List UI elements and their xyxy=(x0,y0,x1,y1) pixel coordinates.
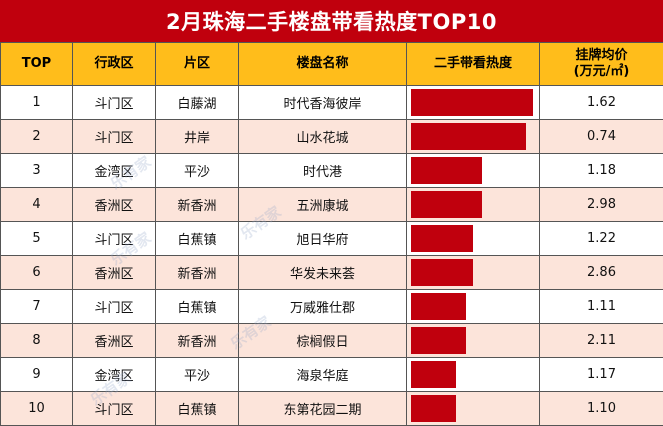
cell-rank: 1 xyxy=(1,86,73,120)
header-area: 片区 xyxy=(156,43,239,86)
cell-rank: 5 xyxy=(1,222,73,256)
cell-rank: 4 xyxy=(1,188,73,222)
cell-rank: 8 xyxy=(1,324,73,358)
cell-district: 金湾区 xyxy=(73,154,156,188)
cell-heat xyxy=(407,358,540,392)
cell-area: 新香洲 xyxy=(156,324,239,358)
header-price-line1: 挂牌均价 xyxy=(575,48,627,63)
header-price: 挂牌均价 (万元/㎡) xyxy=(540,43,663,86)
heat-bar xyxy=(411,191,482,218)
cell-price: 1.18 xyxy=(540,154,663,188)
header-heat: 二手带看热度 xyxy=(407,43,540,86)
heat-bar xyxy=(411,225,473,252)
cell-heat xyxy=(407,188,540,222)
cell-area: 平沙 xyxy=(156,154,239,188)
cell-price: 2.98 xyxy=(540,188,663,222)
heat-bar xyxy=(411,293,466,320)
cell-name: 旭日华府 xyxy=(239,222,407,256)
cell-heat xyxy=(407,324,540,358)
cell-area: 白蕉镇 xyxy=(156,392,239,426)
cell-district: 斗门区 xyxy=(73,86,156,120)
cell-heat xyxy=(407,154,540,188)
cell-rank: 6 xyxy=(1,256,73,290)
cell-area: 平沙 xyxy=(156,358,239,392)
cell-rank: 9 xyxy=(1,358,73,392)
header-top: TOP xyxy=(1,43,73,86)
cell-rank: 7 xyxy=(1,290,73,324)
cell-district: 斗门区 xyxy=(73,222,156,256)
cell-area: 新香洲 xyxy=(156,256,239,290)
cell-heat xyxy=(407,392,540,426)
cell-district: 金湾区 xyxy=(73,358,156,392)
heat-bar xyxy=(411,327,466,354)
heat-bar xyxy=(411,123,526,150)
cell-name: 万威雅仕郡 xyxy=(239,290,407,324)
cell-heat xyxy=(407,256,540,290)
heat-bar xyxy=(411,259,473,286)
header-district: 行政区 xyxy=(73,43,156,86)
cell-district: 斗门区 xyxy=(73,392,156,426)
cell-district: 香洲区 xyxy=(73,256,156,290)
cell-district: 斗门区 xyxy=(73,120,156,154)
cell-price: 1.11 xyxy=(540,290,663,324)
heat-bar xyxy=(411,157,482,184)
cell-name: 华发未来荟 xyxy=(239,256,407,290)
cell-rank: 3 xyxy=(1,154,73,188)
header-price-line2: (万元/㎡) xyxy=(574,64,630,79)
heat-bar xyxy=(411,89,533,116)
cell-price: 1.17 xyxy=(540,358,663,392)
heat-bar xyxy=(411,361,456,388)
cell-district: 斗门区 xyxy=(73,290,156,324)
heat-bar xyxy=(411,395,456,422)
cell-rank: 10 xyxy=(1,392,73,426)
cell-price: 1.10 xyxy=(540,392,663,426)
cell-price: 2.11 xyxy=(540,324,663,358)
header-row: TOP 行政区 片区 楼盘名称 二手带看热度 挂牌均价 (万元/㎡) xyxy=(1,43,663,86)
cell-name: 时代港 xyxy=(239,154,407,188)
cell-name: 棕榈假日 xyxy=(239,324,407,358)
cell-name: 山水花城 xyxy=(239,120,407,154)
header-name: 楼盘名称 xyxy=(239,43,407,86)
cell-area: 井岸 xyxy=(156,120,239,154)
cell-price: 1.62 xyxy=(540,86,663,120)
cell-name: 五洲康城 xyxy=(239,188,407,222)
cell-name: 海泉华庭 xyxy=(239,358,407,392)
cell-area: 白藤湖 xyxy=(156,86,239,120)
chart-title: 2月珠海二手楼盘带看热度TOP10 xyxy=(0,0,663,42)
cell-price: 2.86 xyxy=(540,256,663,290)
cell-heat xyxy=(407,86,540,120)
cell-heat xyxy=(407,290,540,324)
cell-district: 香洲区 xyxy=(73,324,156,358)
cell-price: 0.74 xyxy=(540,120,663,154)
cell-heat xyxy=(407,120,540,154)
cell-district: 香洲区 xyxy=(73,188,156,222)
cell-rank: 2 xyxy=(1,120,73,154)
cell-name: 时代香海彼岸 xyxy=(239,86,407,120)
cell-area: 白蕉镇 xyxy=(156,222,239,256)
cell-area: 新香洲 xyxy=(156,188,239,222)
cell-heat xyxy=(407,222,540,256)
chart-root: 2月珠海二手楼盘带看热度TOP10 TOP 行政区 片区 楼盘名称 二手带看热度… xyxy=(0,0,663,415)
cell-area: 白蕉镇 xyxy=(156,290,239,324)
cell-name: 东第花园二期 xyxy=(239,392,407,426)
cell-price: 1.22 xyxy=(540,222,663,256)
